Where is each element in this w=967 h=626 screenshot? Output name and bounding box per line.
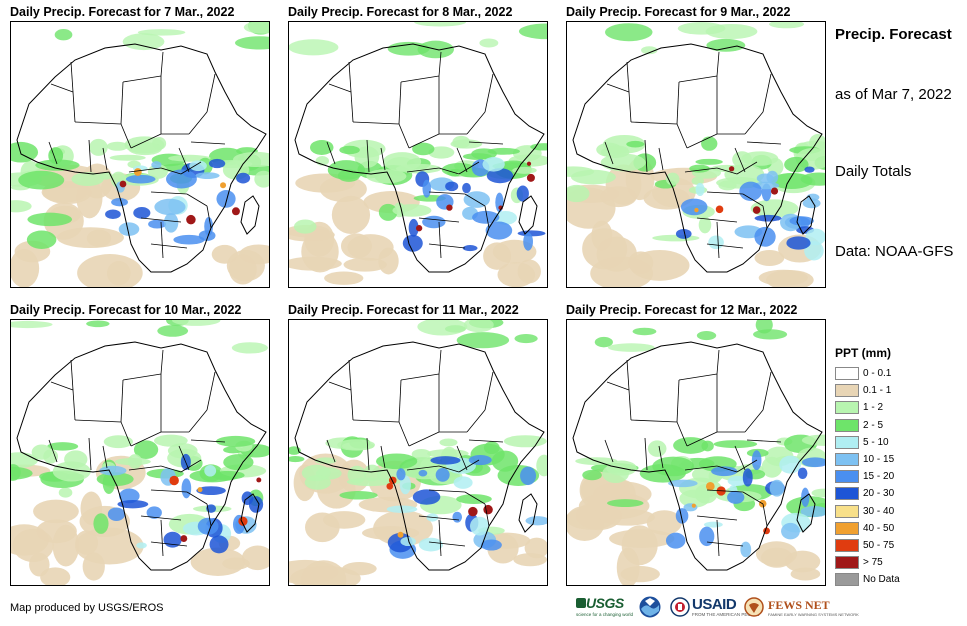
forecast-panel-day2: Daily Precip. Forecast for 8 Mar., 2022 <box>288 4 558 292</box>
legend-swatch <box>835 470 859 484</box>
legend-title: PPT (mm) <box>835 346 892 360</box>
legend-label: > 75 <box>863 557 883 569</box>
legend: PPT (mm) 0 - 0.1 0.1 - 1 1 - 2 2 - 5 5 - 10 1… <box>835 346 945 589</box>
legend-label: 10 - 15 <box>863 453 895 465</box>
totals-label: Daily Totals <box>835 163 912 180</box>
legend-label: 2 - 5 <box>863 419 884 431</box>
forecast-panel-day6: Daily Precip. Forecast for 12 Mar., 2022 <box>566 302 836 590</box>
forecast-panel-day4: Daily Precip. Forecast for 10 Mar., 2022 <box>10 302 280 590</box>
legend-item: 1 - 2 <box>835 400 945 417</box>
usaid-seal-icon <box>670 597 690 617</box>
legend-swatch <box>835 538 859 552</box>
legend-label: 0.1 - 1 <box>863 385 892 397</box>
panel-title: Daily Precip. Forecast for 7 Mar., 2022 <box>10 5 235 19</box>
legend-swatch <box>835 573 859 587</box>
legend-label: 15 - 20 <box>863 471 895 483</box>
legend-swatch <box>835 401 859 415</box>
legend-item: 20 - 30 <box>835 486 945 503</box>
as-of-date: as of Mar 7, 2022 <box>835 86 952 103</box>
legend-label: 5 - 10 <box>863 436 889 448</box>
legend-item: 2 - 5 <box>835 418 945 435</box>
panel-title: Daily Precip. Forecast for 11 Mar., 2022 <box>288 303 519 317</box>
panel-title: Daily Precip. Forecast for 8 Mar., 2022 <box>288 5 513 19</box>
legend-swatch <box>835 384 859 398</box>
forecast-map <box>288 21 548 288</box>
legend-swatch <box>835 504 859 518</box>
fews-globe-icon <box>744 597 764 617</box>
legend-item: 40 - 50 <box>835 521 945 538</box>
legend-label: 20 - 30 <box>863 488 895 500</box>
legend-swatch <box>835 521 859 535</box>
panel-title: Daily Precip. Forecast for 9 Mar., 2022 <box>566 5 791 19</box>
fews-net-logo: FEWS NET FAMINE EARLY WARNING SYSTEMS NE… <box>744 595 859 621</box>
legend-label: 0 - 0.1 <box>863 368 892 379</box>
noaa-icon <box>638 595 662 619</box>
legend-swatch <box>835 452 859 466</box>
legend-label: 40 - 50 <box>863 522 895 534</box>
forecast-map <box>288 319 548 586</box>
panel-title: Daily Precip. Forecast for 12 Mar., 2022 <box>566 303 798 317</box>
forecast-map <box>566 319 826 586</box>
legend-item: 0.1 - 1 <box>835 383 945 400</box>
usgs-logo: USGS science for a changing world <box>576 595 634 617</box>
usgs-wave-icon <box>576 598 586 608</box>
forecast-panel-day1: Daily Precip. Forecast for 7 Mar., 2022 <box>10 4 280 292</box>
legend-label: 50 - 75 <box>863 539 895 551</box>
legend-label: 1 - 2 <box>863 402 884 414</box>
noaa-logo <box>638 595 662 621</box>
logo-strip: USGS science for a changing world USAID … <box>576 595 859 621</box>
legend-items: 0 - 0.1 0.1 - 1 1 - 2 2 - 5 5 - 10 10 - 15 15 … <box>835 366 945 589</box>
legend-swatch <box>835 556 859 570</box>
legend-item: 0 - 0.1 <box>835 366 945 383</box>
legend-swatch <box>835 367 859 380</box>
legend-item: 50 - 75 <box>835 538 945 555</box>
legend-swatch <box>835 435 859 449</box>
forecast-panel-day5: Daily Precip. Forecast for 11 Mar., 2022 <box>288 302 558 590</box>
data-source: Data: NOAA-GFS <box>835 243 954 260</box>
legend-item: 10 - 15 <box>835 452 945 469</box>
map-credit: Map produced by USGS/EROS <box>10 602 164 614</box>
forecast-panel-day3: Daily Precip. Forecast for 9 Mar., 2022 <box>566 4 836 292</box>
legend-swatch <box>835 418 859 432</box>
forecast-map <box>10 21 270 288</box>
legend-label: No Data <box>863 574 900 586</box>
legend-label: 30 - 40 <box>863 505 895 517</box>
forecast-map <box>10 319 270 586</box>
legend-item: 5 - 10 <box>835 435 945 452</box>
legend-item: No Data <box>835 572 945 589</box>
usaid-logo: USAID FROM THE AMERICAN PEOPLE <box>670 595 759 621</box>
legend-item: > 75 <box>835 555 945 572</box>
legend-item: 15 - 20 <box>835 469 945 486</box>
legend-swatch <box>835 487 859 501</box>
legend-item: 30 - 40 <box>835 504 945 521</box>
forecast-map <box>566 21 826 288</box>
panel-title: Daily Precip. Forecast for 10 Mar., 2022 <box>10 303 242 317</box>
sidebar-title: Precip. Forecast <box>835 26 952 43</box>
